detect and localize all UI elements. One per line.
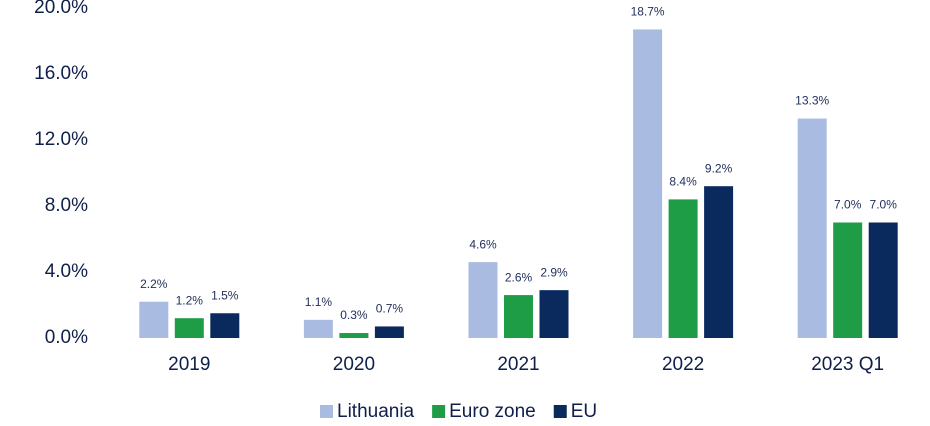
bar xyxy=(833,222,863,338)
legend-label: Lithuania xyxy=(337,401,415,422)
x-tick-label: 2021 xyxy=(497,354,539,375)
data-label: 4.6% xyxy=(469,237,497,251)
data-label: 1.5% xyxy=(211,288,239,302)
bar xyxy=(210,313,240,338)
data-label: 7.0% xyxy=(834,198,862,212)
data-label: 2.2% xyxy=(140,277,168,291)
bar xyxy=(633,29,663,338)
y-tick-label: 0.0% xyxy=(45,327,88,348)
bar xyxy=(504,295,533,338)
data-label: 9.2% xyxy=(705,161,733,175)
data-label: 0.7% xyxy=(376,302,404,316)
y-tick-label: 8.0% xyxy=(45,195,88,216)
bar xyxy=(797,118,827,338)
bar xyxy=(868,222,898,338)
bar xyxy=(704,186,734,338)
legend-swatch xyxy=(320,405,333,418)
y-tick-label: 12.0% xyxy=(34,129,88,150)
bar xyxy=(139,301,169,338)
bar xyxy=(539,290,569,338)
x-tick-label: 2020 xyxy=(333,354,375,375)
legend-label: EU xyxy=(571,401,597,422)
data-label: 0.3% xyxy=(340,308,368,322)
data-label: 18.7% xyxy=(631,5,665,19)
data-label: 2.6% xyxy=(505,270,533,284)
x-tick-label: 2023 Q1 xyxy=(811,354,884,375)
data-label: 13.3% xyxy=(795,94,829,108)
x-tick-label: 2022 xyxy=(662,354,704,375)
bar xyxy=(303,319,333,338)
bar xyxy=(374,326,404,338)
data-label: 1.2% xyxy=(176,293,204,307)
y-tick-label: 20.0% xyxy=(34,0,88,18)
legend-swatch xyxy=(432,405,446,418)
bar xyxy=(174,318,204,338)
y-tick-label: 4.0% xyxy=(45,261,88,282)
data-label: 1.1% xyxy=(305,295,333,309)
y-tick-label: 16.0% xyxy=(34,63,88,84)
data-label: 8.4% xyxy=(669,175,697,189)
data-label: 7.0% xyxy=(870,198,898,212)
bar xyxy=(468,262,498,338)
bar xyxy=(339,333,369,338)
legend-swatch xyxy=(553,405,567,418)
x-tick-label: 2019 xyxy=(168,354,210,375)
legend-label: Euro zone xyxy=(449,401,536,422)
data-label: 2.9% xyxy=(540,265,568,279)
bar xyxy=(668,199,698,338)
